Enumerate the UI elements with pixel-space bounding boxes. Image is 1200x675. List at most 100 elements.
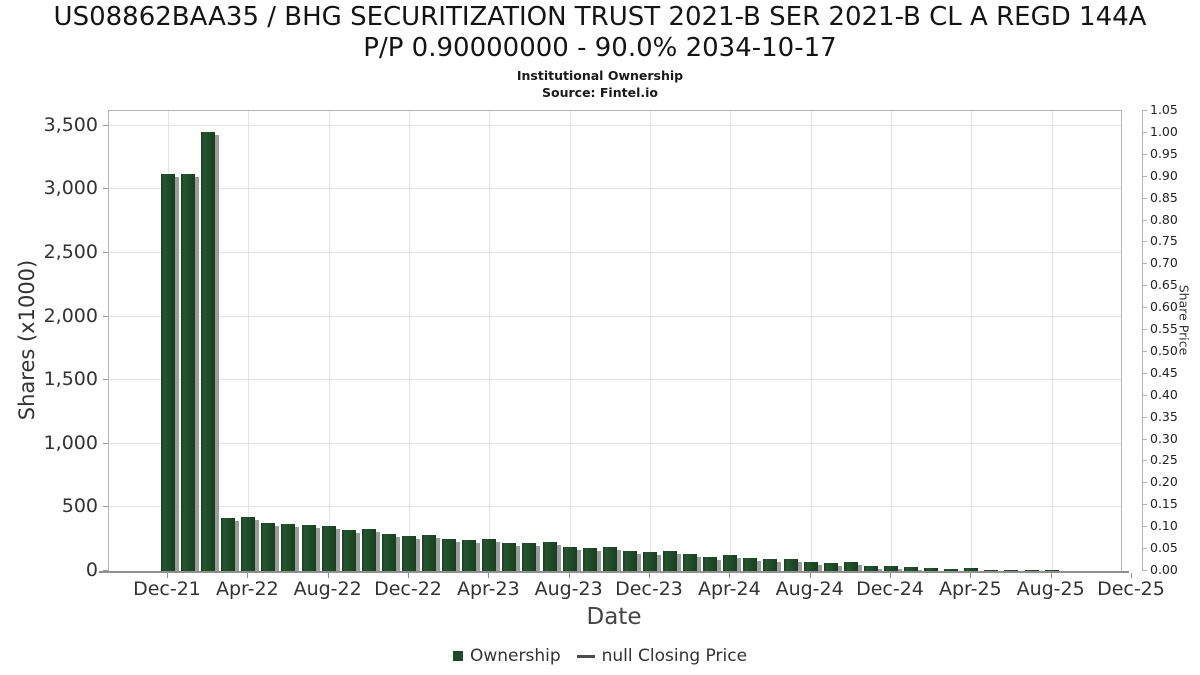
ownership-bar[interactable] bbox=[582, 548, 601, 571]
ownership-bar[interactable] bbox=[161, 173, 179, 571]
h-gridline bbox=[109, 379, 1121, 381]
ownership-bar[interactable] bbox=[803, 561, 822, 571]
v-gridline bbox=[569, 111, 571, 571]
ownership-bar[interactable] bbox=[904, 566, 923, 571]
y-right-tick-label: 0.45 bbox=[1150, 364, 1178, 380]
price-line-icon bbox=[576, 654, 595, 658]
x-tick-label: Dec-22 bbox=[374, 578, 442, 600]
ownership-bar[interactable] bbox=[281, 523, 300, 571]
x-tickmark bbox=[970, 573, 972, 578]
y-right-tickmark bbox=[1143, 307, 1147, 309]
ownership-swatch-icon bbox=[452, 651, 463, 661]
ownership-bar[interactable] bbox=[723, 555, 742, 571]
y-right-tick-label: 0.90 bbox=[1150, 167, 1178, 183]
x-tick-label: Aug-22 bbox=[293, 578, 362, 600]
y-right-tickmark bbox=[1143, 394, 1147, 396]
x-tick-label: Apr-22 bbox=[215, 578, 279, 600]
y-left-tickmark bbox=[103, 506, 108, 508]
h-gridline bbox=[109, 188, 1121, 190]
ownership-bar[interactable] bbox=[924, 568, 939, 571]
y-right-tick-label: 0.35 bbox=[1150, 408, 1178, 424]
y-left-tick-label: 0 bbox=[85, 559, 98, 581]
x-tick-label: Apr-24 bbox=[697, 578, 761, 600]
v-gridline bbox=[971, 111, 973, 571]
ownership-bar[interactable] bbox=[562, 546, 581, 571]
ownership-bar[interactable] bbox=[863, 565, 882, 571]
y-axis-title-right: Share Price bbox=[1176, 284, 1192, 356]
ownership-bar[interactable] bbox=[482, 539, 501, 571]
x-tickmark bbox=[167, 573, 168, 578]
ownership-bar[interactable] bbox=[1004, 569, 1019, 571]
y-right-tickmark bbox=[1143, 197, 1147, 199]
ownership-bar[interactable] bbox=[1044, 569, 1059, 571]
x-tickmark bbox=[568, 573, 570, 578]
y-left-tickmark bbox=[103, 379, 108, 381]
ownership-bar[interactable] bbox=[241, 517, 260, 571]
y-right-tickmark bbox=[1143, 570, 1147, 571]
y-right-tick-label: 0.60 bbox=[1150, 299, 1178, 315]
h-gridline bbox=[109, 442, 1121, 444]
ownership-bar[interactable] bbox=[602, 546, 621, 571]
ownership-bar[interactable] bbox=[883, 565, 902, 571]
ownership-bar[interactable] bbox=[321, 525, 340, 571]
x-tickmark bbox=[1050, 573, 1052, 578]
ownership-bar[interactable] bbox=[944, 568, 959, 571]
v-gridline bbox=[1051, 111, 1053, 571]
ownership-bar[interactable] bbox=[401, 536, 420, 571]
y-right-tickmark bbox=[1143, 329, 1147, 331]
x-tick-label: Apr-25 bbox=[938, 578, 1002, 600]
ownership-bar[interactable] bbox=[703, 556, 722, 571]
legend-item-closing-price[interactable]: null Closing Price bbox=[576, 646, 747, 666]
ownership-bar[interactable] bbox=[502, 542, 521, 571]
y-right-tick-label: 0.70 bbox=[1150, 255, 1178, 271]
legend-item-ownership[interactable]: Ownership bbox=[452, 646, 561, 666]
ownership-bar[interactable] bbox=[261, 522, 280, 571]
chart-subtitle: Institutional Ownership bbox=[516, 68, 684, 83]
ownership-bar[interactable] bbox=[622, 551, 641, 571]
y-right-tickmark bbox=[1143, 110, 1147, 111]
ownership-bar[interactable] bbox=[301, 524, 320, 571]
y-left-tickmark bbox=[103, 570, 108, 571]
y-right-tickmark bbox=[1143, 526, 1147, 528]
y-right-tick-label: 0.40 bbox=[1150, 386, 1178, 402]
y-left-tickmark bbox=[103, 252, 108, 254]
y-right-tick-label: 1.00 bbox=[1150, 123, 1178, 139]
ownership-bar[interactable] bbox=[542, 542, 561, 571]
ownership-bar[interactable] bbox=[783, 559, 802, 571]
legend: Ownership null Closing Price bbox=[0, 646, 1200, 666]
ownership-bar[interactable] bbox=[984, 569, 999, 571]
ownership-bar[interactable] bbox=[442, 538, 461, 571]
x-tick-label: Aug-23 bbox=[534, 578, 603, 600]
ownership-bar[interactable] bbox=[663, 551, 682, 571]
ownership-bar[interactable] bbox=[843, 561, 862, 571]
y-right-tick-label: 0.80 bbox=[1150, 211, 1178, 227]
v-gridline bbox=[328, 111, 330, 571]
y-right-tickmark bbox=[1143, 350, 1147, 352]
ownership-bar[interactable] bbox=[522, 543, 541, 571]
y-right-tickmark bbox=[1143, 153, 1147, 155]
y-right-tick-label: 0.20 bbox=[1150, 474, 1178, 490]
ownership-bar[interactable] bbox=[201, 132, 220, 571]
ownership-bar[interactable] bbox=[221, 518, 240, 571]
v-gridline bbox=[730, 111, 732, 571]
y-right-tick-label: 0.05 bbox=[1150, 540, 1178, 556]
ownership-bar[interactable] bbox=[823, 562, 842, 571]
ownership-bar[interactable] bbox=[361, 529, 380, 571]
y-left-tick-label: 1,500 bbox=[43, 368, 98, 391]
y-right-tick-label: 1.05 bbox=[1150, 102, 1178, 117]
ownership-bar[interactable] bbox=[642, 551, 661, 571]
ownership-bar[interactable] bbox=[422, 535, 441, 571]
y-left-tick-label: 3,000 bbox=[43, 177, 98, 200]
y-right-tickmark bbox=[1143, 372, 1147, 374]
ownership-bar[interactable] bbox=[743, 557, 762, 571]
y-right-tick-label: 0.25 bbox=[1150, 452, 1178, 468]
ownership-bar[interactable] bbox=[181, 173, 200, 571]
ownership-bar[interactable] bbox=[381, 534, 400, 571]
ownership-bar[interactable] bbox=[964, 568, 979, 571]
v-gridline bbox=[489, 111, 491, 571]
ownership-bar[interactable] bbox=[763, 558, 782, 571]
ownership-bar[interactable] bbox=[462, 540, 481, 571]
ownership-bar[interactable] bbox=[341, 529, 360, 571]
ownership-bar[interactable] bbox=[1024, 569, 1039, 571]
ownership-bar[interactable] bbox=[683, 554, 702, 571]
